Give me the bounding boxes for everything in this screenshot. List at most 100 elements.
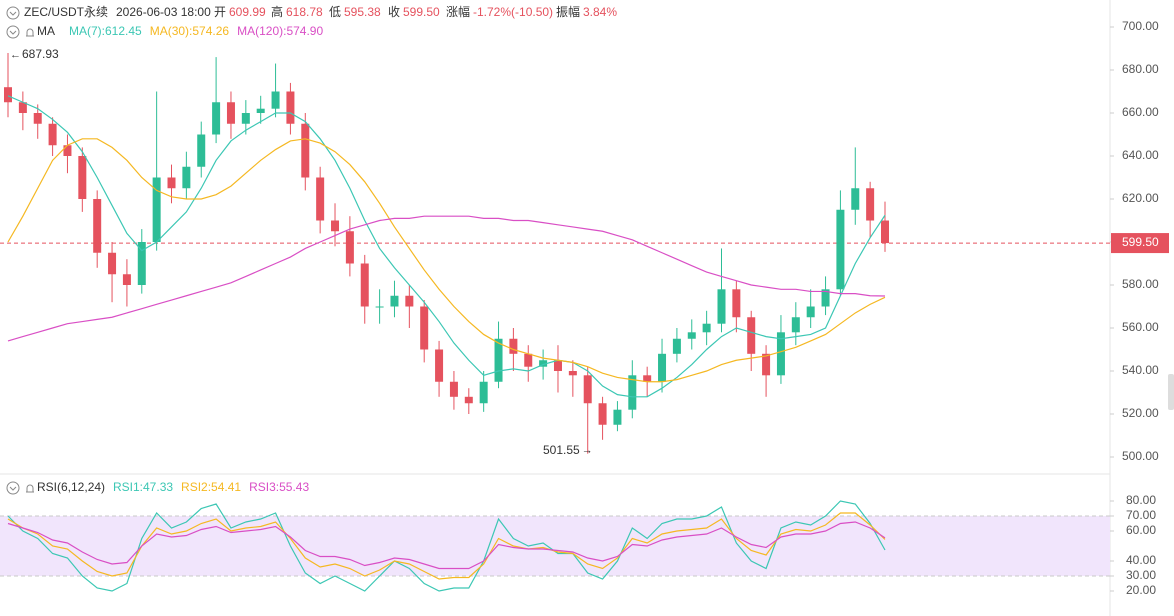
- candle-body: [494, 338, 503, 382]
- candle-body: [821, 289, 830, 307]
- indicator-line: [7, 215, 886, 342]
- candle-body: [672, 338, 681, 354]
- candle-body: [345, 231, 354, 264]
- candle-body: [762, 353, 771, 376]
- candle-body: [375, 306, 384, 308]
- candle-body: [316, 177, 325, 221]
- change-value: -1.72%(-10.50): [473, 5, 553, 19]
- candle-body: [776, 332, 785, 376]
- y-tick-label: 30.00: [1126, 568, 1156, 582]
- legend-entry: MA(7):612.45: [69, 24, 142, 38]
- y-tick-label: 520.00: [1122, 406, 1159, 420]
- candle-body: [687, 332, 696, 339]
- collapse-icon[interactable]: [6, 481, 20, 495]
- candle-body: [137, 242, 146, 285]
- candle-body: [271, 91, 280, 109]
- y-tick-label: 620.00: [1122, 191, 1159, 205]
- y-tick-label: 500.00: [1122, 449, 1159, 463]
- candle-body: [390, 295, 399, 307]
- change-label: 涨幅: [446, 4, 470, 19]
- candle-body: [658, 353, 667, 382]
- high-value: 618.78: [286, 5, 323, 19]
- legend-entry: MA(30):574.26: [150, 24, 230, 38]
- candle-body: [226, 102, 235, 124]
- candle-body: [33, 113, 42, 124]
- y-tick-label: 640.00: [1122, 148, 1159, 162]
- bell-icon[interactable]: [26, 28, 34, 37]
- scroll-handle[interactable]: [1168, 374, 1174, 410]
- candle-body: [628, 375, 637, 410]
- candle-body: [63, 145, 72, 156]
- collapse-icon[interactable]: [6, 25, 20, 39]
- candle-body: [212, 102, 221, 135]
- y-tick-label: 60.00: [1126, 523, 1156, 537]
- close-label: 收: [388, 5, 400, 19]
- indicator-line: [7, 521, 886, 570]
- candle-body: [435, 349, 444, 382]
- collapse-icon[interactable]: [6, 6, 20, 20]
- bell-icon[interactable]: [26, 484, 34, 493]
- candle-body: [108, 252, 117, 275]
- candle-body: [479, 381, 488, 404]
- y-tick-label: 40.00: [1126, 553, 1156, 567]
- candle-body: [256, 108, 265, 113]
- candle-body: [881, 220, 889, 244]
- indicator-line: [7, 138, 886, 383]
- indicator-line: [7, 500, 886, 592]
- y-tick-label: 80.00: [1126, 493, 1156, 507]
- candle-body: [717, 289, 726, 324]
- candle-body: [747, 317, 756, 354]
- chevron: [9, 486, 17, 491]
- header: ZEC/USDT永续 2026-06-03 18:00 开 609.99 高 6…: [6, 4, 617, 495]
- candle-body: [836, 209, 845, 290]
- candle-body: [553, 360, 562, 371]
- candle-body: [583, 375, 592, 404]
- y-tick-label: 680.00: [1122, 62, 1159, 76]
- candle-body: [152, 177, 161, 242]
- y-tick-label: 660.00: [1122, 105, 1159, 119]
- candle-body: [360, 263, 369, 307]
- candle-body: [449, 381, 458, 397]
- candle-body: [866, 188, 875, 221]
- open-value: 609.99: [229, 5, 266, 19]
- legend-entry: MA(120):574.90: [237, 24, 323, 38]
- high-annotation: 687.93: [22, 47, 59, 61]
- candle-body: [301, 123, 310, 178]
- legend-entry: RSI2:54.41: [181, 480, 241, 494]
- time: 2026-06-03 18:00: [116, 5, 211, 19]
- low-label: 低: [329, 5, 341, 19]
- candle-body: [643, 375, 652, 382]
- candle-body: [539, 360, 548, 367]
- candle-body: [702, 323, 711, 333]
- candle-body: [331, 220, 340, 232]
- high-label: 高: [271, 4, 283, 19]
- y-tick-label: 700.00: [1122, 19, 1159, 33]
- y-tick-label: 560.00: [1122, 320, 1159, 334]
- candle-body: [122, 274, 131, 285]
- current-price-box: [1111, 233, 1169, 254]
- low-value: 595.38: [344, 5, 381, 19]
- candle-body: [524, 353, 533, 367]
- arrow: →: [582, 445, 593, 457]
- indicator-line: [7, 95, 886, 398]
- candle-body: [182, 166, 191, 189]
- candle-body: [405, 295, 414, 307]
- candle-body: [509, 338, 518, 354]
- candle-body: [18, 102, 27, 113]
- legend-entry: RSI1:47.33: [113, 480, 173, 494]
- indicator-label: MA: [37, 24, 55, 38]
- candle-body: [241, 113, 250, 124]
- candle-body: [48, 123, 57, 146]
- low-annotation: 501.55: [543, 443, 580, 457]
- candle-body: [78, 156, 87, 199]
- arrow: ←: [10, 49, 21, 61]
- candle-body: [806, 306, 815, 318]
- amplitude-label: 振幅: [556, 4, 580, 19]
- candle-body: [791, 317, 800, 333]
- chevron: [9, 30, 17, 35]
- rsi-band: [0, 516, 1110, 576]
- y-tick-label: 580.00: [1122, 277, 1159, 291]
- y-tick-label: 20.00: [1126, 583, 1156, 597]
- y-tick-label: 540.00: [1122, 363, 1159, 377]
